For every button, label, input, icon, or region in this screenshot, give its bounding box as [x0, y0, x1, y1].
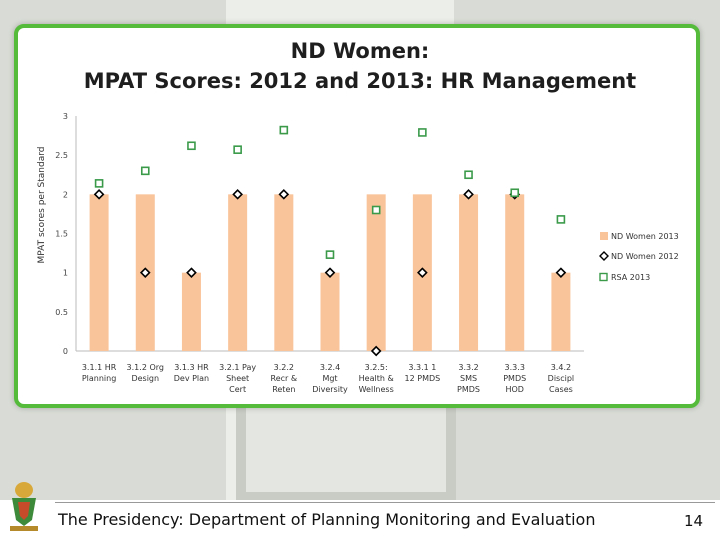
marker-rsa-2013 — [140, 166, 150, 176]
x-tick-label: Cert — [229, 385, 246, 394]
bar — [181, 272, 201, 351]
x-tick-label: 3.3.3 — [505, 363, 525, 372]
marker-2012 — [278, 189, 290, 200]
x-tick-label: Reten — [272, 385, 295, 394]
marker-2012 — [93, 189, 105, 200]
bar — [274, 194, 294, 351]
marker-rsa-2013 — [556, 215, 566, 224]
y-tick-label: 0.5 — [55, 308, 68, 317]
x-tick-label: Wellness — [359, 385, 394, 394]
bars — [89, 194, 571, 351]
footer-bar — [0, 500, 720, 540]
markers — [93, 125, 567, 357]
legend: ND Women 2013 ND Women 2012 RSA 2013 — [599, 232, 679, 282]
marker-rsa-2013 — [464, 170, 473, 180]
marker-2012 — [555, 267, 567, 278]
x-tick-label: Mgt — [322, 374, 337, 383]
marker-rsa-2013 — [418, 128, 427, 137]
x-tick-label: PMDS — [503, 374, 526, 383]
bar — [228, 194, 248, 351]
legend-label: ND Women 2012 — [611, 252, 679, 261]
x-tick-label: 3.3.2 — [458, 363, 478, 372]
x-tick-label: Health & — [359, 374, 394, 383]
marker-2012 — [139, 267, 151, 278]
bar — [89, 194, 109, 351]
x-tick-label: 3.2.2 — [274, 363, 294, 372]
x-tick-label: PMDS — [457, 385, 480, 394]
y-tick-label: 3 — [63, 112, 68, 121]
x-tick-label: SMS — [460, 374, 477, 383]
x-tick-label: 3.1.1 HR — [82, 363, 117, 372]
x-tick-label: Dev Plan — [174, 374, 209, 383]
y-ticks: 0 0.5 1 1.5 2 2.5 3 — [55, 112, 68, 356]
x-tick-label: 3.4.2 — [551, 363, 571, 372]
y-axis-label: MPAT scores per Standard — [37, 147, 47, 264]
legend-swatch-bar — [600, 232, 608, 240]
footer-text: The Presidency: Department of Planning M… — [58, 510, 596, 529]
bar — [366, 194, 386, 351]
bar — [320, 272, 340, 351]
chart-card — [14, 24, 700, 408]
marker-rsa-2013 — [187, 141, 196, 151]
y-tick-label: 2.5 — [55, 151, 68, 160]
marker-2012 — [186, 267, 197, 278]
marker-2012 — [324, 267, 336, 278]
x-tick-label: 3.2.1 Pay — [219, 363, 256, 372]
marker-2012 — [370, 345, 382, 357]
marker-rsa-2013 — [371, 205, 381, 215]
legend-label: RSA 2013 — [611, 273, 650, 282]
footer-divider — [55, 502, 715, 503]
legend-label: ND Women 2013 — [611, 232, 679, 241]
marker-2012 — [232, 189, 243, 200]
x-tick-label: Diversity — [312, 385, 348, 394]
x-tick-label: Planning — [82, 374, 116, 383]
page-number: 14 — [684, 512, 704, 530]
bar — [551, 272, 571, 351]
x-tick-label: 3.3.1 1 — [408, 363, 436, 372]
slide-title: ND Women: MPAT Scores: 2012 and 2013: HR… — [0, 36, 720, 96]
title-line-1: ND Women: — [290, 39, 430, 63]
legend-swatch-square — [599, 272, 608, 282]
chart: MPAT scores per Standard 0 0.5 1 1.5 2 2.5 3 3… — [37, 112, 679, 394]
x-tick-labels: 3.1.1 HR Planning 3.1.2 Org Design 3.1.3 HR D… — [82, 363, 574, 394]
x-tick-label: 3.1.2 Org — [127, 363, 164, 372]
marker-rsa-2013 — [94, 179, 104, 188]
x-tick-label: 3.2.5: — [365, 363, 388, 372]
y-tick-label: 1.5 — [55, 230, 68, 239]
x-tick-label: 3.2.4 — [320, 363, 340, 372]
x-tick-label: Discipl — [548, 374, 574, 383]
bar — [505, 194, 525, 351]
marker-2012 — [417, 267, 428, 278]
x-tick-label: 12 PMDS — [405, 374, 441, 383]
x-tick-label: Sheet — [226, 374, 249, 383]
x-tick-label: HOD — [505, 385, 523, 394]
x-tick-label: Design — [131, 374, 159, 383]
x-tick-label: Cases — [549, 385, 573, 394]
marker-rsa-2013 — [279, 125, 289, 135]
bar — [459, 194, 479, 351]
y-tick-label: 0 — [63, 347, 68, 356]
x-tick-label: Recr & — [271, 374, 298, 383]
marker-rsa-2013 — [510, 188, 520, 198]
legend-swatch-diamond — [599, 251, 609, 261]
coat-of-arms-icon — [10, 482, 38, 531]
y-tick-label: 1 — [63, 269, 68, 278]
title-line-2: MPAT Scores: 2012 and 2013: HR Managemen… — [83, 69, 637, 93]
y-tick-label: 2 — [63, 190, 68, 199]
x-tick-label: 3.1.3 HR — [174, 363, 209, 372]
marker-rsa-2013 — [325, 250, 335, 259]
marker-rsa-2013 — [233, 145, 242, 154]
marker-2012 — [463, 189, 474, 200]
